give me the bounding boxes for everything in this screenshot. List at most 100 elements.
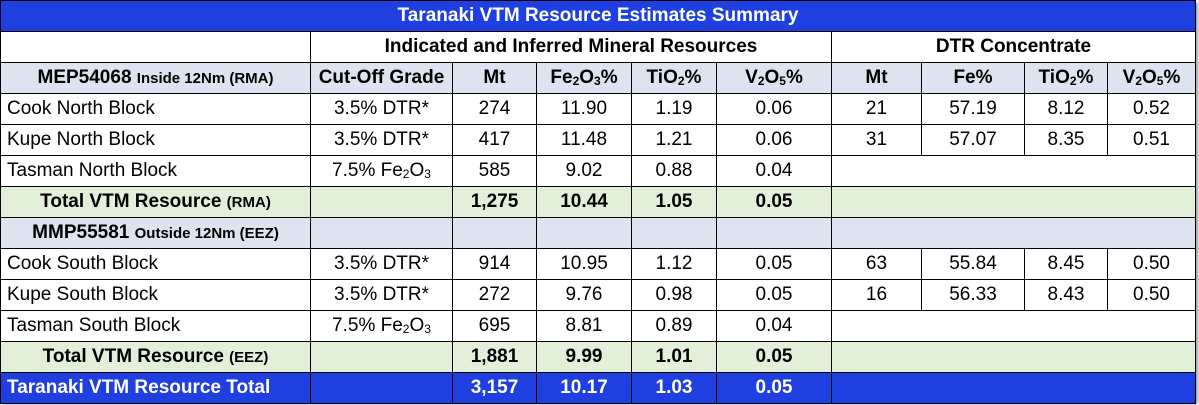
dtr-fe-cell: 56.33	[921, 279, 1025, 311]
dtr-mt-cell: 31	[831, 124, 922, 156]
table-row: Cook South Block 3.5% DTR* 914 10.95 1.1…	[0, 248, 1197, 280]
fe2o3-cell: 10.95	[536, 248, 632, 280]
block-name: Tasman North Block	[0, 155, 311, 187]
v2o5-cell: 0.05	[716, 248, 832, 280]
grand-total-tio2: 1.03	[631, 372, 717, 404]
v2o5-cell: 0.06	[716, 124, 832, 156]
fe2o3-cell: 8.81	[536, 310, 632, 342]
section2-header-row: MMP55581 Outside 12Nm (EEZ)	[0, 217, 1197, 249]
dtr-concentrate-header: DTR Concentrate	[830, 31, 1197, 63]
grand-total-label: Taranaki VTM Resource Total	[0, 372, 311, 404]
dtr-v2o5-cell: 0.50	[1106, 248, 1197, 280]
dtr-fe-cell: 57.07	[921, 124, 1025, 156]
table-row: Kupe South Block 3.5% DTR* 272 9.76 0.98…	[0, 279, 1197, 311]
dtr-fe-cell: 55.84	[921, 248, 1025, 280]
fe2o3-cell: 11.90	[536, 93, 632, 125]
table-row: Kupe North Block 3.5% DTR* 417 11.48 1.2…	[0, 124, 1197, 156]
dtr-fe-cell: 57.19	[921, 93, 1025, 125]
mt-cell: 585	[452, 155, 537, 187]
mt-cell: 695	[452, 310, 537, 342]
dtr-v2o5-cell: 0.51	[1106, 124, 1197, 156]
block-name: Kupe South Block	[0, 279, 311, 311]
dtr-tio2-cell: 8.12	[1024, 93, 1108, 125]
total-cutoff-empty	[310, 341, 453, 373]
cutoff-cell: 7.5% Fe2O3	[310, 155, 453, 187]
total-fe2o3-cell: 9.99	[536, 341, 632, 373]
block-name: Cook North Block	[0, 93, 311, 125]
total-mt-cell: 1,881	[452, 341, 537, 373]
dtr-tio2-cell: 8.35	[1024, 124, 1108, 156]
col-tio2-header: TiO2%	[631, 62, 717, 94]
tio2-cell: 0.89	[631, 310, 717, 342]
group-header-row: Indicated and Inferred Mineral Resources…	[0, 31, 1197, 63]
total-dtr-empty	[830, 341, 1197, 373]
section2-permit-cell: MMP55581 Outside 12Nm (EEZ)	[0, 217, 311, 249]
table-row: Cook North Block 3.5% DTR* 274 11.90 1.1…	[0, 93, 1197, 125]
v2o5-cell: 0.04	[716, 310, 832, 342]
col-dtr-v2o5-header: V2O5%	[1106, 62, 1197, 94]
table-row: Tasman North Block 7.5% Fe2O3 585 9.02 0…	[0, 155, 1197, 187]
total-v2o5-cell: 0.05	[716, 186, 832, 218]
total-dtr-empty	[830, 186, 1197, 218]
block-name: Tasman South Block	[0, 310, 311, 342]
tio2-cell: 0.98	[631, 279, 717, 311]
table-row: Tasman South Block 7.5% Fe2O3 695 8.81 0…	[0, 310, 1197, 342]
total-label-cell: Total VTM Resource (EEZ)	[0, 341, 311, 373]
dtr-v2o5-cell: 0.52	[1106, 93, 1197, 125]
dtr-empty-cell	[830, 155, 1197, 187]
fe2o3-cell: 11.48	[536, 124, 632, 156]
col-dtr-mt-header: Mt	[831, 62, 922, 94]
dtr-tio2-cell: 8.43	[1024, 279, 1108, 311]
section1-permit-cell: MEP54068 Inside 12Nm (RMA)	[0, 62, 311, 94]
tio2-cell: 1.19	[631, 93, 717, 125]
dtr-empty-cell	[830, 310, 1197, 342]
total-row-eez: Total VTM Resource (EEZ) 1,881 9.99 1.01…	[0, 341, 1197, 373]
section2-permit: MMP55581	[32, 221, 130, 243]
total-row-rma: Total VTM Resource (RMA) 1,275 10.44 1.0…	[0, 186, 1197, 218]
v2o5-cell: 0.05	[716, 279, 832, 311]
tio2-cell: 1.21	[631, 124, 717, 156]
section1-permit-note: Inside 12Nm (RMA)	[136, 69, 274, 87]
section1-permit: MEP54068	[37, 66, 132, 88]
grand-total-row: Taranaki VTM Resource Total 3,157 10.17 …	[0, 372, 1197, 404]
cutoff-cell: 3.5% DTR*	[310, 279, 453, 311]
total-v2o5-cell: 0.05	[716, 341, 832, 373]
col-mt-header: Mt	[452, 62, 537, 94]
total-cutoff-empty	[310, 186, 453, 218]
total-tio2-cell: 1.05	[631, 186, 717, 218]
col-dtr-tio2-header: TiO2%	[1024, 62, 1108, 94]
cutoff-cell: 3.5% DTR*	[310, 124, 453, 156]
blank-header-cell	[0, 31, 311, 63]
total-mt-cell: 1,275	[452, 186, 537, 218]
table-title: Taranaki VTM Resource Estimates Summary	[0, 0, 1197, 32]
section2-permit-note: Outside 12Nm (EEZ)	[134, 224, 279, 242]
total-tio2-cell: 1.01	[631, 341, 717, 373]
title-row: Taranaki VTM Resource Estimates Summary	[0, 0, 1197, 32]
fe2o3-cell: 9.76	[536, 279, 632, 311]
dtr-mt-cell: 21	[831, 93, 922, 125]
cutoff-cell: 3.5% DTR*	[310, 248, 453, 280]
mineral-resources-header: Indicated and Inferred Mineral Resources	[310, 31, 832, 63]
fe2o3-cell: 9.02	[536, 155, 632, 187]
cutoff-cell: 3.5% DTR*	[310, 93, 453, 125]
grand-total-fe2o3: 10.17	[536, 372, 632, 404]
col-cutoff-header: Cut-Off Grade	[310, 62, 453, 94]
col-fe2o3-header: Fe2O3%	[536, 62, 632, 94]
total-fe2o3-cell: 10.44	[536, 186, 632, 218]
block-name: Cook South Block	[0, 248, 311, 280]
dtr-mt-cell: 16	[831, 279, 922, 311]
section1-header-row: MEP54068 Inside 12Nm (RMA) Cut-Off Grade…	[0, 62, 1197, 94]
dtr-v2o5-cell: 0.50	[1106, 279, 1197, 311]
dtr-tio2-cell: 8.45	[1024, 248, 1108, 280]
tio2-cell: 0.88	[631, 155, 717, 187]
mt-cell: 272	[452, 279, 537, 311]
grand-total-mt: 3,157	[452, 372, 537, 404]
tio2-cell: 1.12	[631, 248, 717, 280]
v2o5-cell: 0.06	[716, 93, 832, 125]
mt-cell: 274	[452, 93, 537, 125]
col-dtr-fe-header: Fe%	[921, 62, 1025, 94]
cutoff-cell: 7.5% Fe2O3	[310, 310, 453, 342]
block-name: Kupe North Block	[0, 124, 311, 156]
